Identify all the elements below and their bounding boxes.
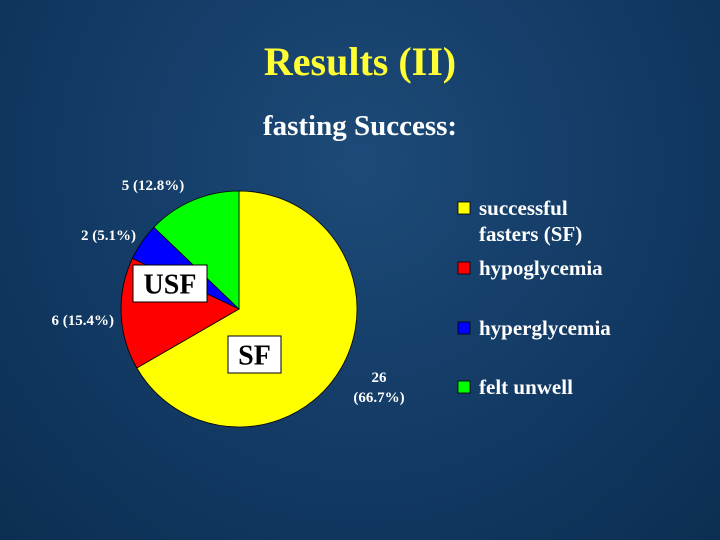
legend-label-felt-unwell: felt unwell bbox=[479, 375, 573, 399]
legend-swatch-hyperglycemia bbox=[457, 321, 471, 335]
legend-swatch-hypoglycemia bbox=[457, 261, 471, 275]
data-label-successful-fasters-sf: 26 (66.7%) bbox=[353, 370, 404, 406]
data-label-felt-unwell: 5 (12.8%) bbox=[122, 178, 185, 194]
group-box-usf bbox=[132, 264, 208, 303]
legend-label-hyperglycemia: hyperglycemia bbox=[479, 316, 611, 340]
slide-title: Results (II) bbox=[263, 39, 457, 84]
legend-label-successful-fasters-sf: successful fasters (SF) bbox=[479, 196, 582, 246]
group-labels: USF SF bbox=[132, 264, 282, 374]
pie-slice-felt-unwell bbox=[153, 190, 240, 310]
pie-data-labels: 26 (66.7%) 6 (15.4%) 2 (5.1%) 5 (12.8%) bbox=[52, 178, 405, 406]
group-label-usf: USF bbox=[144, 270, 197, 301]
pie-slices bbox=[120, 190, 358, 428]
chart-title: fasting Success: bbox=[262, 110, 458, 142]
group-box-sf bbox=[227, 335, 282, 374]
legend-swatch-felt-unwell bbox=[457, 380, 471, 394]
chart-legend: successful fasters (SF) hypoglycemia hyperg… bbox=[457, 196, 611, 399]
legend-label-hypoglycemia: hypoglycemia bbox=[479, 256, 603, 280]
group-label-sf: SF bbox=[238, 341, 271, 372]
pie-slice-successful-fasters-sf bbox=[136, 190, 358, 428]
data-label-hyperglycemia: 2 (5.1%) bbox=[81, 228, 136, 244]
data-label-hypoglycemia: 6 (15.4%) bbox=[52, 313, 115, 329]
legend-swatch-successful-fasters-sf bbox=[457, 201, 471, 215]
